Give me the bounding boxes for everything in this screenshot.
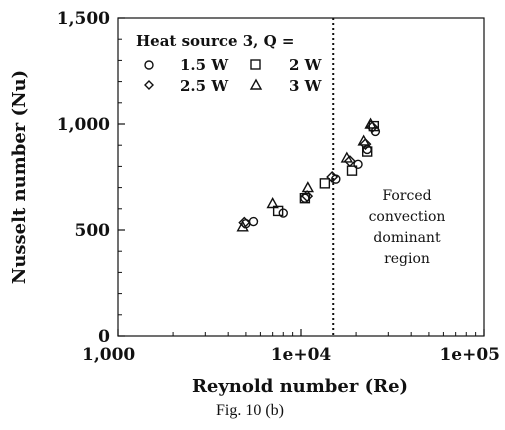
y-tick-label: 0	[98, 327, 110, 347]
y-axis-title: Nusselt number (Nu)	[9, 70, 30, 284]
point-triangle-3-4	[357, 134, 370, 146]
point-diamond-2-4	[359, 138, 372, 151]
legend: Heat source 3, Q = 1.5 W 2 W 2.5 W 3 W	[136, 32, 323, 95]
x-tick-label: 1e+04	[271, 345, 332, 365]
annotation-line-1: Forced	[382, 188, 431, 204]
data-points	[236, 117, 381, 232]
point-circle-0-5	[353, 159, 363, 169]
legend-label-3: 2.5 W	[180, 77, 229, 95]
point-triangle-3-3	[340, 151, 354, 163]
point-triangle-3-2	[301, 181, 315, 193]
legend-diamond-icon	[144, 80, 154, 90]
y-tick-labels: 0 500 1,000 1,500	[57, 9, 110, 347]
x-tick-labels: 1,000 1e+04 1e+05	[82, 345, 500, 365]
legend-circle-icon	[144, 60, 154, 70]
y-tick-label: 500	[75, 221, 111, 241]
point-diamond-2-5	[366, 121, 379, 134]
point-triangle-3-1	[266, 197, 279, 209]
point-circle-0-1	[248, 216, 259, 227]
y-tick-label: 1,500	[57, 9, 110, 29]
point-diamond-2-3	[343, 155, 356, 168]
legend-square-icon	[250, 59, 261, 70]
point-square-1-3	[346, 165, 358, 176]
point-triangle-3-5	[364, 117, 377, 129]
point-square-1-0	[272, 205, 284, 217]
y-tick-label: 1,000	[57, 115, 110, 135]
x-axis-title: Reynold number (Re)	[192, 376, 408, 397]
axis-ticks	[117, 17, 485, 337]
legend-label-2: 2 W	[289, 56, 323, 74]
x-tick-label: 1e+05	[439, 345, 500, 365]
legend-triangle-icon	[249, 78, 263, 90]
legend-label-4: 3 W	[289, 77, 323, 95]
point-square-1-2	[319, 178, 331, 189]
point-diamond-2-2	[326, 171, 339, 183]
x-tick-label: 1,000	[82, 345, 135, 365]
annotation-line-3: dominant	[373, 230, 441, 246]
annotation-forced-convection: Forced convection dominant region	[369, 188, 446, 267]
legend-title: Heat source 3, Q =	[136, 32, 294, 50]
annotation-line-2: convection	[369, 209, 446, 225]
legend-label-1: 1.5 W	[180, 56, 229, 74]
point-diamond-2-0	[238, 216, 251, 229]
annotation-line-4: region	[384, 251, 430, 267]
figure-caption: Fig. 10 (b)	[216, 402, 284, 419]
point-diamond-2-1	[301, 190, 314, 203]
point-triangle-3-0	[236, 220, 249, 232]
